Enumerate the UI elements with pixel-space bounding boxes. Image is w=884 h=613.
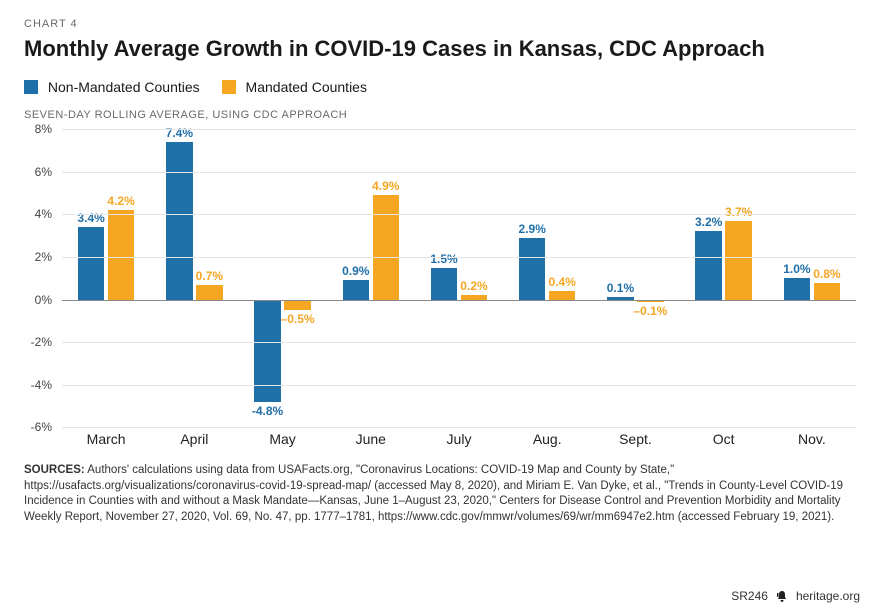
- grid-line: [62, 342, 856, 343]
- x-tick-label: Aug.: [533, 431, 562, 447]
- bar-value-label: 4.9%: [372, 179, 399, 193]
- legend-label-1: Non-Mandated Counties: [48, 79, 200, 95]
- bar: [814, 283, 840, 300]
- bar-value-label: 0.1%: [607, 281, 634, 295]
- bar-value-label: 0.8%: [813, 267, 840, 281]
- y-tick-label: -6%: [31, 420, 52, 434]
- bar-value-label: 3.2%: [695, 215, 722, 229]
- grid-line: [62, 129, 856, 130]
- sources-label: SOURCES:: [24, 464, 85, 476]
- grid-line: [62, 257, 856, 258]
- x-tick-label: Sept.: [619, 431, 652, 447]
- bar: [519, 238, 545, 300]
- legend-item-1: Non-Mandated Counties: [24, 79, 200, 95]
- y-tick-label: 0%: [35, 293, 52, 307]
- bar: [108, 210, 134, 299]
- bar: [549, 291, 575, 300]
- chart-number: CHART 4: [24, 18, 860, 30]
- legend-label-2: Mandated Counties: [246, 79, 367, 95]
- bar-value-label: 2.9%: [519, 222, 546, 236]
- y-tick-label: 2%: [35, 250, 52, 264]
- bar: [725, 221, 751, 300]
- x-tick-label: July: [447, 431, 472, 447]
- y-tick-label: -4%: [31, 378, 52, 392]
- y-axis: -6%-4%-2%0%2%4%6%8%: [24, 129, 58, 427]
- y-tick-label: 4%: [35, 207, 52, 221]
- y-tick-label: 8%: [35, 122, 52, 136]
- bar-value-label: –0.5%: [281, 312, 315, 326]
- plot-area: 3.4%4.2%7.4%0.7%-4.8%–0.5%0.9%4.9%1.5%0.…: [62, 129, 856, 427]
- sources-text: Authors' calculations using data from US…: [24, 464, 843, 523]
- chart-subtitle: SEVEN-DAY ROLLING AVERAGE, USING CDC APP…: [24, 109, 860, 121]
- x-tick-label: Oct: [713, 431, 735, 447]
- bell-icon: [776, 589, 788, 603]
- y-tick-label: 6%: [35, 165, 52, 179]
- bar: [166, 142, 192, 300]
- bar-value-label: -4.8%: [252, 404, 283, 418]
- x-tick-label: March: [87, 431, 126, 447]
- bar-value-label: 0.4%: [549, 275, 576, 289]
- legend-swatch-1: [24, 80, 38, 94]
- bar: [695, 231, 721, 299]
- bar-value-label: –0.1%: [633, 304, 667, 318]
- bar: [431, 268, 457, 300]
- bar-value-label: 1.5%: [430, 252, 457, 266]
- grid-line: [62, 214, 856, 215]
- bar-value-label: 4.2%: [107, 194, 134, 208]
- bar: [784, 278, 810, 299]
- sources: SOURCES: Authors' calculations using dat…: [24, 463, 860, 525]
- bar-value-label: 3.4%: [77, 211, 104, 225]
- x-axis: March April May June July Aug. Sept. Oct Nov.: [62, 427, 856, 449]
- x-tick-label: May: [269, 431, 295, 447]
- footer-site: heritage.org: [796, 589, 860, 603]
- bar: [343, 280, 369, 299]
- grid-line: [62, 172, 856, 173]
- bar: [196, 285, 222, 300]
- bar-value-label: 0.9%: [342, 264, 369, 278]
- bar-value-label: 0.2%: [460, 279, 487, 293]
- chart-title: Monthly Average Growth in COVID-19 Cases…: [24, 36, 860, 61]
- legend-item-2: Mandated Counties: [222, 79, 367, 95]
- footer: SR246 heritage.org: [731, 589, 860, 603]
- x-tick-label: Nov.: [798, 431, 826, 447]
- y-tick-label: -2%: [31, 335, 52, 349]
- footer-code: SR246: [731, 589, 768, 603]
- bar-value-label: 1.0%: [783, 262, 810, 276]
- bar: [373, 195, 399, 299]
- bars-layer: 3.4%4.2%7.4%0.7%-4.8%–0.5%0.9%4.9%1.5%0.…: [62, 129, 856, 427]
- bar: [78, 227, 104, 299]
- bar-value-label: 7.4%: [166, 126, 193, 140]
- chart-plot: -6%-4%-2%0%2%4%6%8% 3.4%4.2%7.4%0.7%-4.8…: [24, 129, 860, 449]
- bar-value-label: 3.7%: [725, 205, 752, 219]
- grid-line: [62, 385, 856, 386]
- zero-line: [62, 300, 856, 301]
- legend-swatch-2: [222, 80, 236, 94]
- x-tick-label: April: [180, 431, 208, 447]
- bar: [254, 300, 280, 402]
- x-tick-label: June: [356, 431, 386, 447]
- legend: Non-Mandated Counties Mandated Counties: [24, 79, 860, 95]
- bar-value-label: 0.7%: [196, 269, 223, 283]
- bar: [284, 300, 310, 311]
